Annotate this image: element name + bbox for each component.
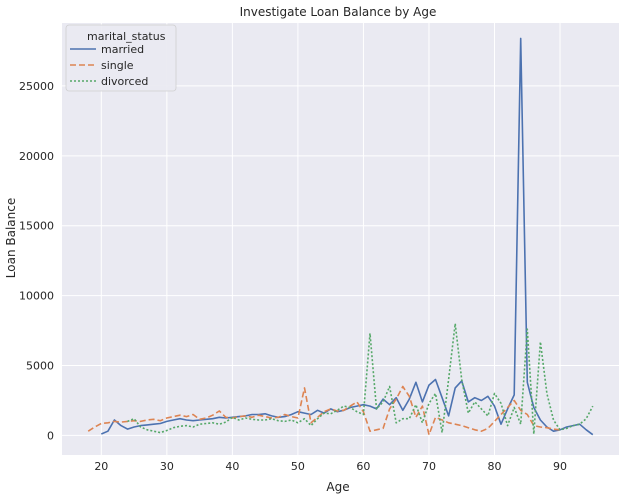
legend-label-divorced: divorced (101, 75, 148, 88)
x-tick-label: 50 (291, 460, 305, 473)
y-tick-label: 5000 (26, 360, 54, 373)
y-tick-label: 15000 (19, 220, 54, 233)
chart-title: Investigate Loan Balance by Age (240, 5, 437, 19)
y-axis-label: Loan Balance (4, 198, 18, 278)
x-tick-labels: 20 30 40 50 60 70 80 90 (94, 460, 567, 473)
y-tick-label: 25000 (19, 80, 54, 93)
plot-background (62, 23, 619, 455)
series-lines (87, 37, 594, 436)
legend-title: marital_status (87, 30, 166, 43)
y-tick-labels: 0 5000 10000 15000 20000 25000 (19, 80, 54, 443)
x-tick-label: 30 (160, 460, 174, 473)
legend: marital_status married single divorced (65, 24, 177, 92)
series-line-divorced (127, 322, 594, 435)
x-tick-label: 70 (422, 460, 436, 473)
x-tick-label: 20 (94, 460, 108, 473)
x-axis-label: Age (326, 480, 349, 494)
x-tick-label: 60 (356, 460, 370, 473)
y-tick-label: 0 (47, 429, 54, 442)
legend-label-single: single (101, 59, 134, 72)
y-tick-label: 20000 (19, 150, 54, 163)
x-tick-label: 90 (553, 460, 567, 473)
legend-box (65, 24, 177, 92)
y-tick-label: 10000 (19, 290, 54, 303)
legend-label-married: married (101, 43, 144, 56)
series-line-single (87, 385, 561, 436)
x-tick-label: 80 (487, 460, 501, 473)
x-tick-label: 40 (225, 460, 239, 473)
